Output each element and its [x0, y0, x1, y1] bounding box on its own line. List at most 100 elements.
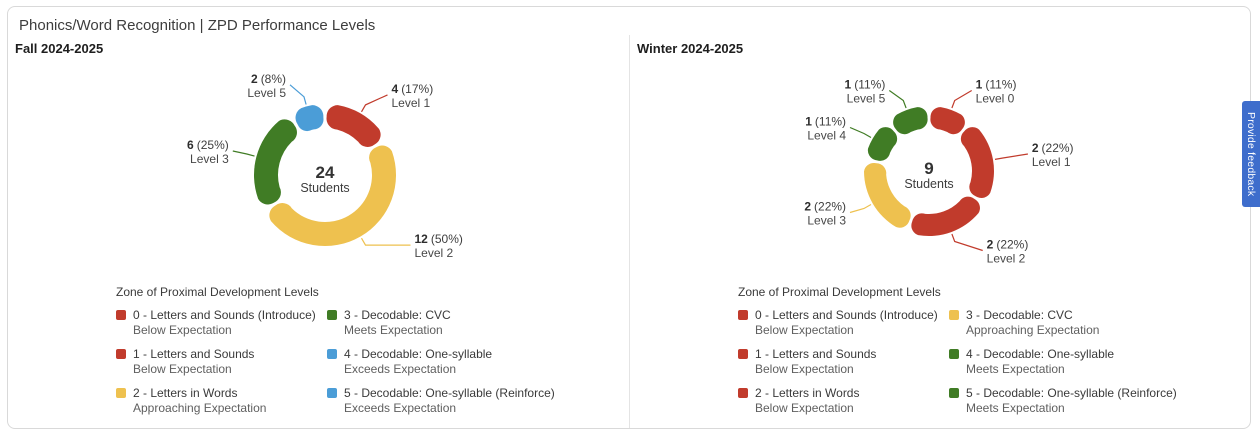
donut-slice-level-3[interactable] — [253, 119, 297, 205]
provide-feedback-button[interactable]: Provide feedback — [1242, 101, 1260, 207]
legend-swatch — [327, 388, 337, 398]
legend-sublabel: Meets Expectation — [966, 362, 1065, 376]
slice-value-label: 1 (11%) — [976, 78, 1017, 92]
slice-value-label: 2 (8%) — [251, 72, 286, 86]
panel-header-winter: Winter 2024-2025 — [637, 41, 744, 56]
fall-donut-chart: 4 (17%)Level 1 12 (50%)Level 2 6 (25%)Level 3… — [187, 72, 463, 260]
slice-level-label: Level 1 — [1032, 155, 1071, 169]
donut-center-value: 9 — [924, 159, 933, 178]
legend-item-level-1[interactable]: 1 - Letters and Sounds Below Expectation — [116, 347, 327, 377]
legend-text: 1 - Letters and Sounds Below Expectation — [755, 347, 876, 377]
donut-slice-level-4[interactable] — [867, 127, 898, 161]
slice-leader-line — [951, 233, 983, 252]
legend-sublabel: Below Expectation — [133, 362, 232, 376]
slice-level-label: Level 3 — [190, 152, 229, 166]
panel-header-fall: Fall 2024-2025 — [15, 41, 104, 56]
legend-grid: 0 - Letters and Sounds (Introduce) Below … — [738, 308, 1250, 416]
legend-swatch — [949, 310, 959, 320]
legend-text: 4 - Decodable: One-syllable Meets Expecta… — [966, 347, 1114, 377]
legend-text: 4 - Decodable: One-syllable Exceeds Expec… — [344, 347, 492, 377]
legend-fall: Zone of Proximal Development Levels 0 - … — [116, 285, 629, 416]
legend-title: Zone of Proximal Development Levels — [116, 285, 319, 299]
legend-label: 2 - Letters in Words — [133, 386, 238, 400]
legend-label: 0 - Letters and Sounds (Introduce) — [755, 308, 938, 322]
legend-swatch — [116, 349, 126, 359]
legend-item-level-4[interactable]: 4 - Decodable: One-syllable Meets Expecta… — [949, 347, 1160, 377]
legend-item-level-5[interactable]: 5 - Decodable: One-syllable (Reinforce) M… — [949, 386, 1177, 416]
slice-level-label: Level 5 — [847, 92, 886, 106]
donut-slice-level-5[interactable] — [295, 105, 324, 132]
slice-value-label: 1 (11%) — [845, 78, 886, 92]
legend-item-level-0[interactable]: 0 - Letters and Sounds (Introduce) Below … — [738, 308, 949, 338]
legend-label: 0 - Letters and Sounds (Introduce) — [133, 308, 316, 322]
legend-grid: 0 - Letters and Sounds (Introduce) Below … — [116, 308, 629, 416]
chart-panels: Fall 2024-2025 4 (17%) Level 1 12 (50%) Level… — [8, 35, 1250, 428]
winter-donut-chart: 1 (11%)Level 02 (22%)Level 12 (22%)Level 22… — [804, 78, 1074, 266]
legend-swatch — [327, 310, 337, 320]
legend-item-level-1[interactable]: 1 - Letters and Sounds Below Expectation — [738, 347, 949, 377]
slice-value-label: 2 (22%) — [987, 237, 1029, 251]
legend-item-level-0[interactable]: 0 - Letters and Sounds (Introduce) Below … — [116, 308, 327, 338]
legend-label: 1 - Letters and Sounds — [755, 347, 877, 361]
slice-value-label: 12 (50%) — [415, 232, 463, 246]
slice-leader-line — [849, 203, 872, 214]
donut-center-label: Students — [904, 177, 953, 191]
slice-level-label: Level 5 — [247, 86, 286, 100]
slice-value-label: 2 (22%) — [804, 200, 846, 214]
legend-label: 4 - Decodable: One-syllable — [344, 347, 493, 361]
donut-slice-level-0[interactable] — [930, 107, 965, 135]
slice-leader-line — [360, 237, 411, 246]
legend-sublabel: Below Expectation — [133, 323, 232, 337]
legend-item-level-5[interactable]: 5 - Decodable: One-syllable (Reinforce) E… — [327, 386, 555, 416]
slice-level-label: Level 3 — [807, 214, 846, 228]
slice-leader-line — [994, 153, 1028, 160]
donut-slice-level-2[interactable] — [911, 196, 980, 236]
legend-sublabel: Below Expectation — [755, 362, 854, 376]
slice-level-label: Level 4 — [807, 129, 846, 143]
legend-item-level-2[interactable]: 2 - Letters in Words Below Expectation — [738, 386, 949, 416]
slice-leader-line — [360, 94, 388, 113]
legend-label: 3 - Decodable: CVC — [966, 308, 1073, 322]
legend-label: 3 - Decodable: CVC — [344, 308, 451, 322]
legend-text: 2 - Letters in Words Approaching Expectat… — [133, 386, 266, 416]
legend-swatch — [949, 388, 959, 398]
legend-item-level-4[interactable]: 4 - Decodable: One-syllable Exceeds Expec… — [327, 347, 538, 377]
slice-leader-line — [951, 89, 973, 109]
legend-label: 5 - Decodable: One-syllable (Reinforce) — [344, 386, 555, 400]
donut-slice-level-2[interactable] — [269, 145, 397, 247]
legend-item-level-3[interactable]: 3 - Decodable: CVC Approaching Expectatio… — [949, 308, 1160, 338]
donut-slice-level-5[interactable] — [893, 107, 928, 135]
donut-slice-level-1[interactable] — [326, 105, 381, 147]
card-title: Phonics/Word Recognition | ZPD Performan… — [19, 17, 376, 34]
slice-value-label: 4 (17%) — [392, 82, 434, 96]
slice-leader-line — [849, 126, 872, 139]
legend-item-level-3[interactable]: 3 - Decodable: CVC Meets Expectation — [327, 308, 538, 338]
legend-sublabel: Approaching Expectation — [133, 401, 267, 415]
slice-level-label: Level 2 — [987, 251, 1026, 265]
slice-level-label: Level 0 — [976, 92, 1015, 106]
legend-swatch — [116, 388, 126, 398]
legend-item-level-2[interactable]: 2 - Letters in Words Approaching Expectat… — [116, 386, 327, 416]
legend-sublabel: Exceeds Expectation — [344, 401, 457, 415]
slice-value-label: 6 (25%) — [187, 138, 229, 152]
donut-center-label: Students — [300, 181, 349, 195]
panel-winter: Winter 2024-2025 1 (11%) Level 0 2 (22%) Leve… — [629, 35, 1250, 428]
legend-swatch — [949, 349, 959, 359]
donut-slice-level-1[interactable] — [960, 127, 994, 199]
slice-value-label: 2 (22%) — [1032, 141, 1074, 155]
slice-value-label: 1 (11%) — [805, 115, 846, 129]
legend-text: 0 - Letters and Sounds (Introduce) Below … — [133, 308, 316, 338]
slice-leader-line — [232, 150, 255, 157]
legend-text: 2 - Letters in Words Below Expectation — [755, 386, 859, 416]
legend-text: 5 - Decodable: One-syllable (Reinforce) E… — [344, 386, 555, 416]
donut-slice-level-3[interactable] — [864, 162, 911, 228]
legend-text: 3 - Decodable: CVC Approaching Expectatio… — [966, 308, 1099, 338]
legend-sublabel: Below Expectation — [755, 323, 854, 337]
legend-sublabel: Exceeds Expectation — [344, 362, 457, 376]
legend-text: 5 - Decodable: One-syllable (Reinforce) M… — [966, 386, 1177, 416]
slice-level-label: Level 2 — [415, 246, 454, 260]
legend-label: 2 - Letters in Words — [755, 386, 860, 400]
legend-label: 5 - Decodable: One-syllable (Reinforce) — [966, 386, 1177, 400]
slice-leader-line — [888, 90, 907, 109]
legend-sublabel: Approaching Expectation — [966, 323, 1100, 337]
